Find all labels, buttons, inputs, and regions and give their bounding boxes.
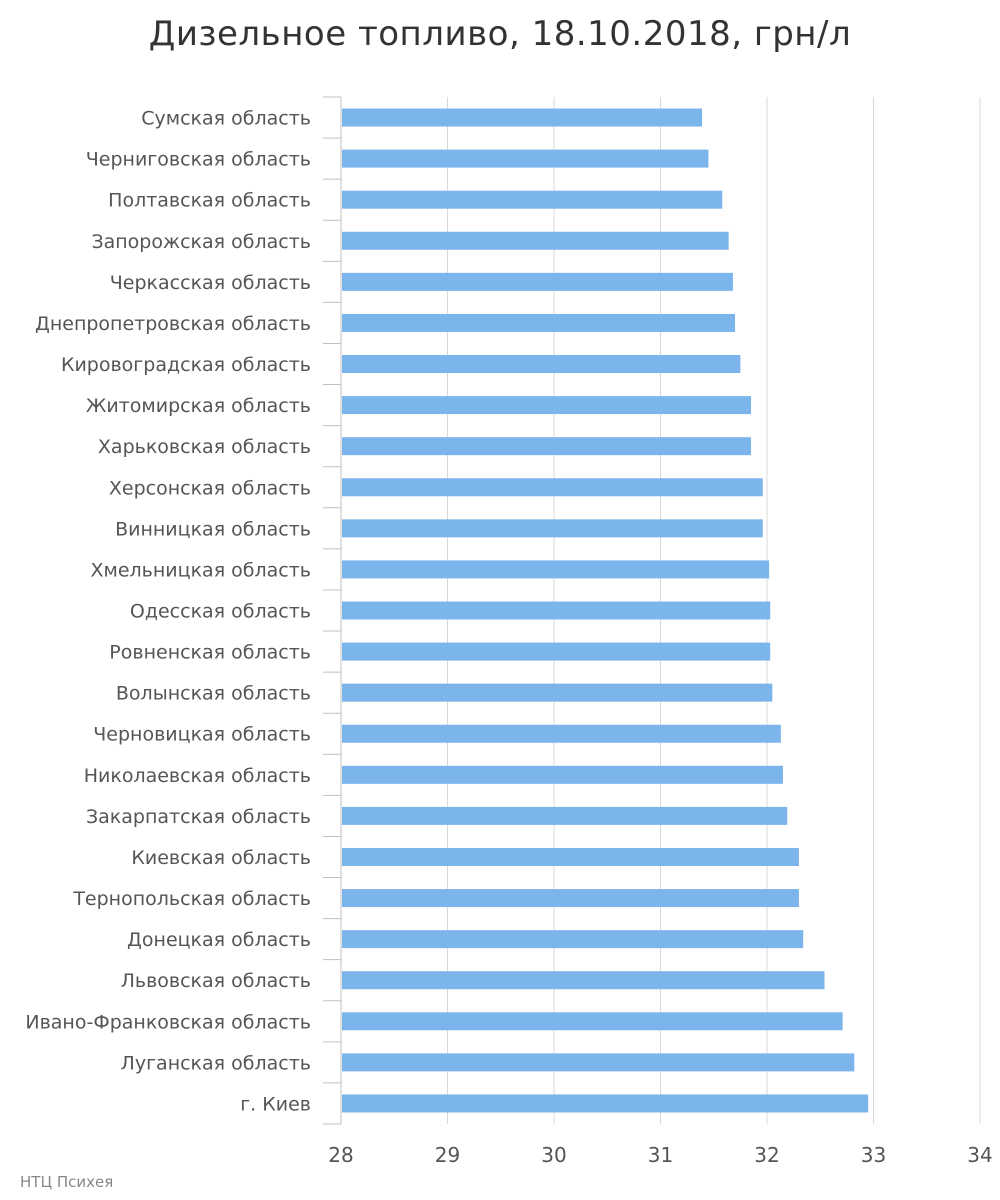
category-label: Хмельницкая область: [90, 559, 311, 581]
bar: [342, 971, 825, 990]
category-label: Винницкая область: [115, 518, 311, 540]
bar: [342, 889, 799, 908]
bar: [342, 765, 783, 784]
category-label: Черниговская область: [86, 149, 311, 171]
category-label: г. Киев: [240, 1093, 311, 1115]
bar: [342, 231, 729, 250]
bar: [342, 806, 788, 825]
category-label: Харьковская область: [98, 436, 311, 458]
bar: [342, 437, 752, 456]
x-tick-label: 34: [967, 1143, 992, 1167]
category-label: Волынская область: [116, 683, 311, 705]
chart-title: Дизельное топливо, 18.10.2018, грн/л: [148, 14, 852, 54]
category-label: Киевская область: [131, 847, 311, 869]
category-label: Донецкая область: [127, 929, 311, 951]
category-label: Кировоградская область: [61, 354, 311, 376]
bar: [342, 724, 781, 743]
bar: [342, 1012, 843, 1031]
bar: [342, 642, 771, 661]
source-credit: НТЦ Психея: [20, 1173, 114, 1191]
category-label: Николаевская область: [84, 765, 311, 787]
bar: [342, 930, 804, 949]
x-tick-label: 28: [328, 1143, 353, 1167]
bar: [342, 190, 723, 209]
bar: [342, 272, 733, 291]
category-label: Ровненская область: [109, 642, 311, 664]
category-label: Черкасская область: [110, 272, 311, 294]
bar: [342, 1053, 855, 1072]
x-tick-label: 33: [861, 1143, 886, 1167]
bar: [342, 149, 709, 168]
bar: [342, 355, 741, 374]
bar: [342, 396, 752, 415]
category-label: Черновицкая область: [93, 724, 311, 746]
category-label: Житомирская область: [86, 395, 311, 417]
bar: [342, 560, 770, 579]
x-tick-label: 31: [648, 1143, 673, 1167]
category-label: Луганская область: [121, 1052, 311, 1074]
bars: [342, 108, 869, 1113]
bar: [342, 601, 771, 620]
category-label: Запорожская область: [91, 231, 311, 253]
x-tick-label: 29: [435, 1143, 460, 1167]
bar: [342, 683, 773, 702]
category-label: Полтавская область: [108, 190, 311, 212]
x-tick-label: 30: [541, 1143, 566, 1167]
bar: [342, 847, 799, 866]
category-label: Сумская область: [141, 108, 311, 130]
category-label: Херсонская область: [109, 477, 311, 499]
x-axis-tick-labels: 28 29 30 31 32 33 34: [328, 1143, 992, 1167]
category-axis: [323, 96, 342, 1125]
category-label: Тернопольская область: [72, 888, 311, 910]
bar: [342, 1094, 869, 1113]
x-tick-label: 32: [754, 1143, 779, 1167]
category-label: Закарпатская область: [86, 806, 311, 828]
bar: [342, 478, 763, 497]
category-label: Львовская область: [121, 970, 311, 992]
category-label: Ивано-Франковская область: [25, 1011, 311, 1033]
category-label: Одесская область: [130, 601, 311, 623]
bar: [342, 313, 736, 332]
category-label: Днепропетровская область: [35, 313, 311, 335]
bar: [342, 519, 763, 538]
bar: [342, 108, 703, 127]
category-labels: Сумская область Черниговская область Полта…: [25, 108, 311, 1116]
